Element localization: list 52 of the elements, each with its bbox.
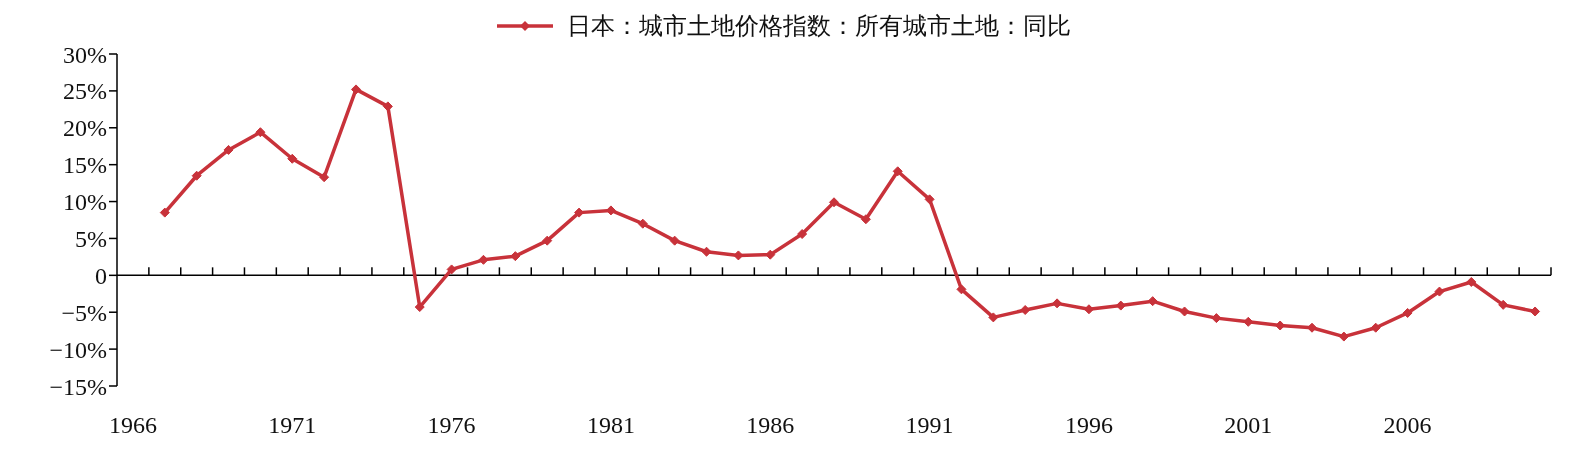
point: [287, 153, 298, 164]
point: [637, 218, 648, 229]
point: [860, 214, 871, 225]
point: [892, 166, 903, 177]
point: [223, 144, 234, 155]
point: [351, 84, 361, 95]
point: [1179, 306, 1190, 317]
x-tick-label: 1976: [427, 412, 476, 439]
point: [1370, 322, 1381, 333]
y-tick-label: 5%: [75, 225, 107, 252]
point: [542, 235, 553, 246]
y-tick-label: −15%: [49, 373, 107, 400]
point: [701, 246, 712, 257]
x-tick-label: 2001: [1224, 412, 1273, 439]
y-tick-label: 15%: [63, 152, 107, 179]
point: [1052, 298, 1063, 309]
y-tick-label: 25%: [63, 78, 107, 105]
point: [924, 194, 935, 205]
point: [446, 264, 457, 275]
point: [829, 197, 839, 208]
point: [1338, 331, 1349, 342]
point: [1434, 286, 1445, 297]
point: [1115, 300, 1126, 311]
point: [255, 127, 266, 138]
point: [1402, 307, 1413, 318]
y-tick-label: −5%: [61, 299, 107, 326]
point: [988, 312, 999, 323]
x-tick-label: 1981: [586, 412, 635, 439]
x-tick-label: 2006: [1383, 412, 1432, 439]
x-tick-label: 1996: [1064, 412, 1113, 439]
x-tick-label: 1986: [746, 412, 795, 439]
point: [1498, 299, 1509, 310]
point: [956, 284, 967, 295]
y-tick-label: 0: [95, 262, 107, 289]
point: [797, 229, 808, 240]
y-tick-label: 30%: [63, 41, 107, 68]
point: [1530, 306, 1541, 317]
point: [1020, 305, 1031, 316]
x-tick-label: 1991: [905, 412, 954, 439]
y-tick-label: −10%: [49, 336, 107, 363]
y-tick-label: 20%: [63, 115, 107, 142]
point: [191, 170, 202, 181]
point: [669, 235, 680, 246]
point: [1307, 322, 1317, 333]
point: [1466, 276, 1477, 287]
point: [319, 172, 330, 183]
point: [159, 207, 170, 218]
x-tick-label: 1971: [268, 412, 317, 439]
x-tick-label: 1966: [108, 412, 157, 439]
y-tick-label: 10%: [63, 189, 107, 216]
point: [414, 302, 425, 313]
legend-label: 日本：城市土地价格指数：所有城市土地：同比: [567, 12, 1071, 41]
